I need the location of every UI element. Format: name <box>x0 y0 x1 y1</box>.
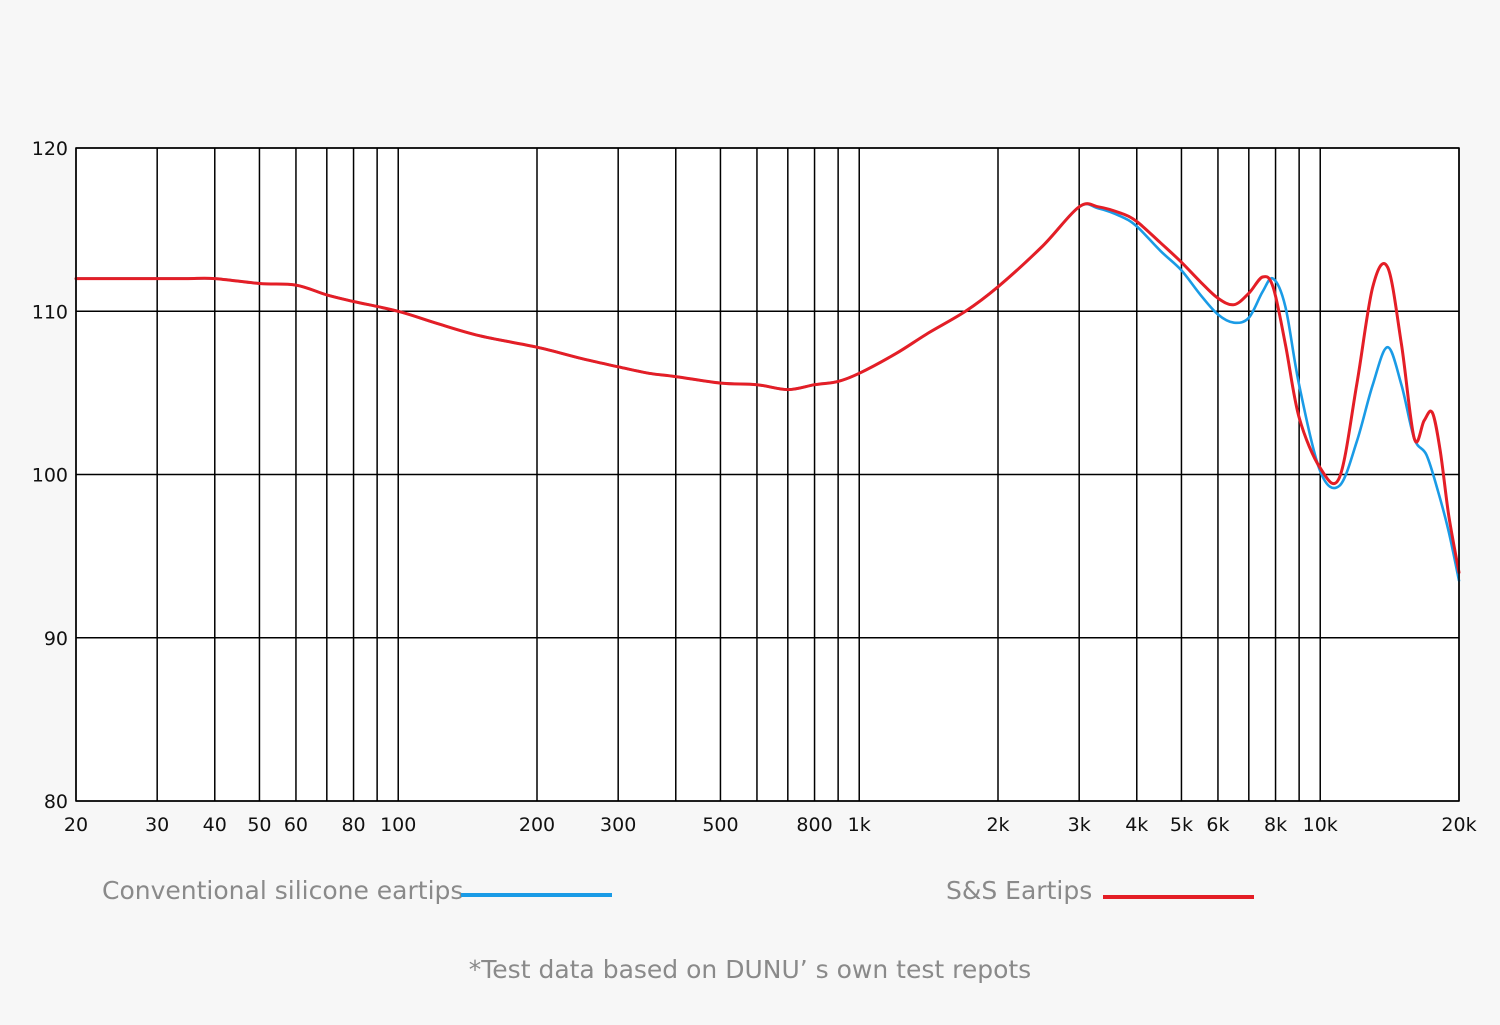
legend-label-ss: S&S Eartips <box>946 876 1093 905</box>
x-tick-label: 20 <box>64 814 88 836</box>
y-tick-label: 110 <box>32 301 68 323</box>
plot-frame <box>75 147 1460 802</box>
x-tick-label: 200 <box>519 814 555 836</box>
x-tick-label: 1k <box>848 814 871 836</box>
x-tick-label: 500 <box>702 814 738 836</box>
x-tick-label: 6k <box>1206 814 1229 836</box>
x-tick-label: 100 <box>380 814 416 836</box>
x-tick-label: 5k <box>1170 814 1193 836</box>
y-axis-tick-labels: 80 90 100 110 120 <box>32 138 68 813</box>
x-tick-label: 80 <box>341 814 365 836</box>
x-tick-label: 10k <box>1303 814 1338 836</box>
series-line-ss <box>74 202 1461 574</box>
legend-swatch-conventional <box>461 893 612 897</box>
x-tick-label: 40 <box>203 814 227 836</box>
y-tick-label: 120 <box>32 138 68 160</box>
x-tick-label: 60 <box>284 814 308 836</box>
x-tick-label: 20k <box>1441 814 1476 836</box>
legend-label-conventional: Conventional silicone eartips <box>102 876 464 905</box>
legend-swatch-ss <box>1103 895 1254 899</box>
x-tick-label: 50 <box>247 814 271 836</box>
gridlines <box>75 147 1460 802</box>
x-tick-label: 4k <box>1125 814 1148 836</box>
x-tick-label: 8k <box>1264 814 1287 836</box>
x-tick-label: 800 <box>796 814 832 836</box>
y-tick-label: 90 <box>44 628 68 650</box>
x-axis-tick-labels: 20 30 40 50 60 80 100 200 300 500 800 1k 2k 3k 4k 5k 6k 8… <box>64 814 1477 836</box>
series-lines <box>74 202 1461 582</box>
footnote: *Test data based on DUNU’ s own test rep… <box>468 955 1032 984</box>
y-tick-label: 80 <box>44 791 68 813</box>
x-tick-label: 2k <box>986 814 1009 836</box>
x-tick-label: 30 <box>145 814 169 836</box>
y-tick-label: 100 <box>32 465 68 487</box>
x-tick-label: 300 <box>600 814 636 836</box>
x-tick-label: 3k <box>1068 814 1091 836</box>
